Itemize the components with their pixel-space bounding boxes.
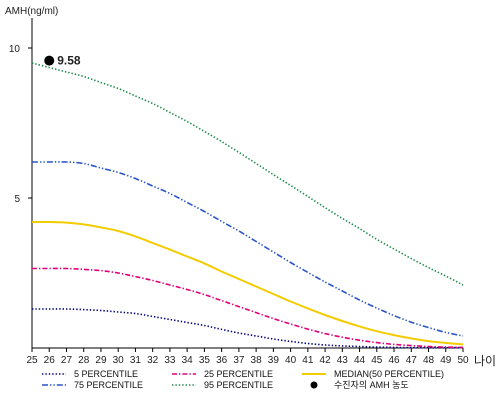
x-tick-label: 31	[130, 355, 142, 366]
series-line-2	[32, 267, 464, 349]
legend-label-3: MEDIAN(50 PERCENTILE)	[334, 369, 444, 379]
annotation-layer: 9.58	[44, 54, 81, 68]
axes: 25 26 27 28 29 30 31 32 33 34 35 36 37 38 39 40 41 42 43 44…	[9, 18, 469, 366]
x-tick-label: 49	[440, 355, 452, 366]
x-tick-label: 38	[251, 355, 263, 366]
x-tick-label: 44	[354, 355, 366, 366]
x-tick-label: 25	[26, 355, 38, 366]
series-line-5	[31, 62, 464, 286]
x-tick-label: 32	[147, 355, 159, 366]
x-tick-label: 37	[233, 355, 245, 366]
y-tick-label: 10	[9, 44, 21, 55]
series-line-1	[32, 308, 464, 349]
x-axis-title: 나이	[474, 354, 496, 368]
x-tick-label: 30	[113, 355, 125, 366]
x-tick-label: 39	[268, 355, 280, 366]
x-tick-label: 40	[285, 355, 297, 366]
legend-label-5: 95 PERCENTILE	[204, 380, 273, 390]
x-tick-label: 42	[320, 355, 332, 366]
x-tick-label: 28	[78, 355, 90, 366]
x-tick-label: 48	[423, 355, 435, 366]
x-tick-label: 50	[457, 355, 469, 366]
x-tick-label: 34	[182, 355, 194, 366]
legend-marker-swatch	[310, 381, 318, 389]
series-layer	[31, 62, 464, 349]
patient-amh-marker	[44, 55, 55, 66]
x-tick-label: 26	[44, 355, 56, 366]
series-line-4	[32, 161, 464, 337]
legend-label-4: 75 PERCENTILE	[74, 380, 143, 390]
x-tick-label: 35	[199, 355, 211, 366]
x-tick-label: 46	[388, 355, 400, 366]
x-tick-label: 33	[164, 355, 176, 366]
legend-label-2: 25 PERCENTILE	[204, 369, 273, 379]
legend-marker-label: 수진자의 AMH 농도	[334, 380, 409, 390]
x-tick-label: 27	[61, 355, 73, 366]
legend: 5 PERCENTILE 25 PERCENTILE MEDIAN(50 PERCE…	[42, 369, 444, 390]
y-axis-title: AMH(ng/ml)	[5, 6, 58, 17]
x-tick-label: 45	[371, 355, 383, 366]
x-tick-label: 47	[406, 355, 418, 366]
patient-amh-value: 9.58	[57, 54, 81, 68]
series-line-3	[31, 220, 464, 346]
x-tick-label: 29	[95, 355, 107, 366]
x-tick-label: 41	[302, 355, 314, 366]
y-tick-label: 5	[14, 194, 20, 205]
legend-label-1: 5 PERCENTILE	[74, 369, 138, 379]
x-tick-label: 36	[216, 355, 228, 366]
x-tick-label: 43	[337, 355, 349, 366]
